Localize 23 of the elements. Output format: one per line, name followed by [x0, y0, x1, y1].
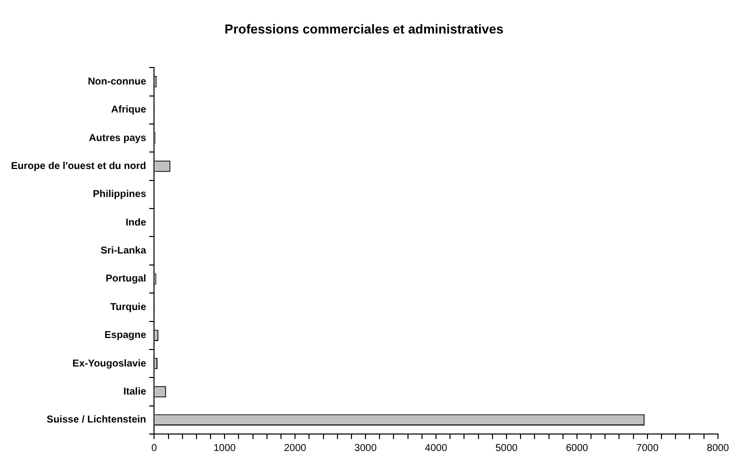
x-tick-label: 1000: [214, 442, 236, 454]
chart-title: Professions commerciales et administratives: [224, 21, 504, 36]
x-tick-label: 0: [151, 442, 158, 454]
x-tick-label: 5000: [495, 442, 518, 454]
y-tick-label: Autres pays: [88, 132, 147, 144]
y-tick-label: Non-connue: [88, 76, 147, 88]
y-tick-label: Europe de l'ouest et du nord: [10, 160, 146, 172]
y-tick-label: Sri-Lanka: [100, 246, 147, 257]
x-tick-label: 7000: [636, 442, 659, 454]
y-tick-label: Suisse / Lichtenstein: [46, 414, 146, 426]
y-tick-label: Italie: [123, 386, 147, 398]
y-tick-label: Ex-Yougoslavie: [72, 358, 147, 370]
y-tick-label: Afrique: [111, 104, 147, 116]
x-tick-label: 2000: [284, 442, 307, 454]
y-tick-label: Portugal: [106, 274, 146, 285]
y-tick-label: Philippines: [92, 189, 147, 200]
y-tick-label: Inde: [126, 217, 147, 228]
x-tick-label: 8000: [706, 442, 730, 454]
x-tick-label: 6000: [566, 442, 589, 454]
y-tick-label: Espagne: [104, 330, 147, 342]
x-tick-label: 4000: [424, 442, 448, 454]
x-tick-label: 3000: [354, 442, 378, 454]
y-tick-label: Turquie: [110, 302, 147, 313]
